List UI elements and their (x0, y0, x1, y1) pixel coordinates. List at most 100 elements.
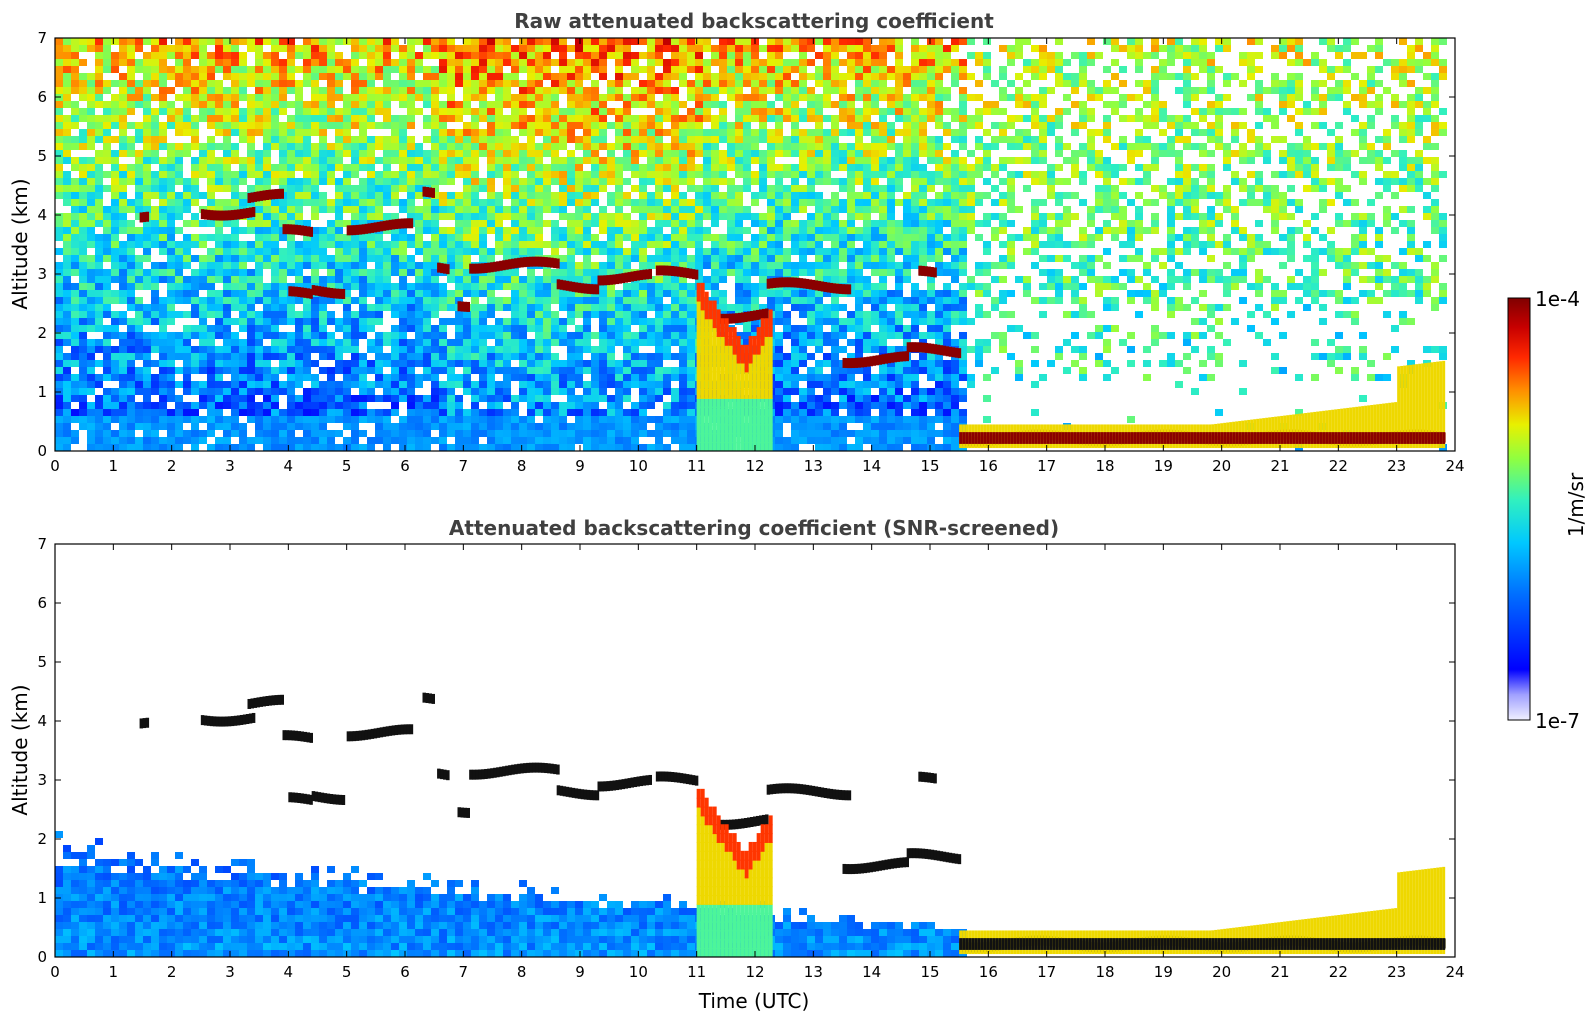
heatmap-cell (519, 276, 527, 283)
heatmap-cell (127, 444, 135, 451)
heatmap-cell (95, 255, 103, 262)
heatmap-cell (511, 94, 519, 101)
heatmap-cell (407, 374, 415, 381)
heatmap-cell (87, 353, 95, 360)
heatmap-cell (519, 360, 527, 367)
heatmap-cell (335, 269, 343, 276)
heatmap-cell (439, 360, 447, 367)
heatmap-cell (231, 192, 239, 199)
heatmap-cell (199, 367, 207, 374)
heatmap-cell (175, 199, 183, 206)
heatmap-cell (631, 227, 639, 234)
heatmap-cell (719, 262, 727, 269)
heatmap-cell (447, 381, 455, 388)
heatmap-cell (223, 157, 231, 164)
heatmap-cell (591, 66, 599, 73)
heatmap-cell (391, 178, 399, 185)
heatmap-cell (399, 381, 407, 388)
heatmap-cell (223, 136, 231, 143)
heatmap-cell (511, 234, 519, 241)
heatmap-cell (263, 353, 271, 360)
heatmap-cell (783, 262, 791, 269)
heatmap-cell (759, 66, 767, 73)
heatmap-cell (247, 255, 255, 262)
heatmap-cell (239, 59, 247, 66)
heatmap-cell (119, 171, 127, 178)
heatmap-cell (191, 381, 199, 388)
heatmap-cell (95, 360, 103, 367)
heatmap-cell (711, 101, 719, 108)
heatmap-cell (591, 80, 599, 87)
heatmap-cell (799, 332, 807, 339)
heatmap-cell (431, 297, 439, 304)
heatmap-cell (639, 199, 647, 206)
heatmap-cell (519, 346, 527, 353)
heatmap-cell (223, 129, 231, 136)
heatmap-cell (351, 262, 359, 269)
heatmap-cell (567, 59, 575, 66)
heatmap-cell (103, 444, 111, 451)
heatmap-cell (71, 108, 79, 115)
heatmap-cell (383, 136, 391, 143)
heatmap-cell (79, 276, 87, 283)
heatmap-cell (431, 80, 439, 87)
heatmap-cell (287, 346, 295, 353)
heatmap-cell (735, 262, 743, 269)
heatmap-cell (135, 269, 143, 276)
heatmap-cell (799, 129, 807, 136)
heatmap-cell (567, 269, 575, 276)
heatmap-cell (287, 206, 295, 213)
heatmap-cell (255, 430, 263, 437)
heatmap-cell (471, 192, 479, 199)
heatmap-cell (159, 353, 167, 360)
heatmap-cell (815, 402, 823, 409)
heatmap-cell (319, 276, 327, 283)
heatmap-cell (751, 220, 759, 227)
heatmap-cell (719, 122, 727, 129)
heatmap-cell (511, 248, 519, 255)
heatmap-cell (671, 262, 679, 269)
heatmap-cell (151, 171, 159, 178)
heatmap-cell (175, 108, 183, 115)
heatmap-cell (127, 220, 135, 227)
heatmap-cell (207, 87, 215, 94)
heatmap-cell (807, 192, 815, 199)
heatmap-cell (615, 437, 623, 444)
heatmap-cell (71, 143, 79, 150)
heatmap-cell (583, 297, 591, 304)
heatmap-cell (559, 164, 567, 171)
heatmap-cell (535, 66, 543, 73)
heatmap-cell (279, 304, 287, 311)
heatmap-cell (143, 66, 151, 73)
heatmap-cell (767, 248, 775, 255)
heatmap-cell (727, 157, 735, 164)
heatmap-cell (583, 192, 591, 199)
heatmap-cell (127, 332, 135, 339)
heatmap-cell (759, 94, 767, 101)
heatmap-cell (263, 444, 271, 451)
heatmap-cell (383, 171, 391, 178)
heatmap-cell (463, 388, 471, 395)
heatmap-cell (791, 339, 799, 346)
heatmap-cell (743, 45, 751, 52)
heatmap-cell (783, 416, 791, 423)
heatmap-cell (71, 115, 79, 122)
heatmap-cell (543, 87, 551, 94)
heatmap-cell (359, 353, 367, 360)
heatmap-cell (751, 332, 759, 339)
heatmap-cell (127, 346, 135, 353)
heatmap-cell (311, 80, 319, 87)
heatmap-cell (751, 192, 759, 199)
heatmap-cell (415, 318, 423, 325)
heatmap-cell (575, 178, 583, 185)
heatmap-cell (743, 325, 751, 332)
heatmap-cell (815, 290, 823, 297)
heatmap-cell (423, 437, 431, 444)
heatmap-cell (111, 157, 119, 164)
heatmap-cell (647, 171, 655, 178)
heatmap-cell (367, 157, 375, 164)
heatmap-cell (143, 157, 151, 164)
heatmap-cell (87, 199, 95, 206)
panel-title-raw: Raw attenuated backscattering coefficien… (514, 9, 994, 33)
heatmap-cell (447, 227, 455, 234)
